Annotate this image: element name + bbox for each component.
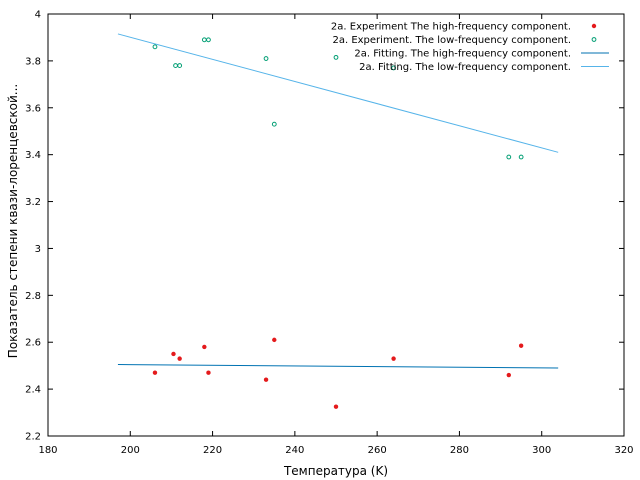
- x-tick-label: 180: [38, 445, 57, 456]
- fit-line: [117, 363, 559, 369]
- data-point: [333, 404, 339, 409]
- y-tick-label: 3.8: [25, 56, 41, 67]
- y-tick-label: 3.2: [25, 197, 41, 208]
- legend-sample-marker: [591, 23, 597, 29]
- legend-label: 2a. Experiment. The low-frequency compon…: [332, 35, 571, 46]
- series-2: [152, 37, 524, 160]
- data-point: [201, 37, 207, 43]
- series-layer: [117, 33, 559, 409]
- data-point: [333, 54, 339, 60]
- legend-label: 2a. Fitting. The high-frequency componen…: [354, 49, 571, 60]
- x-tick-label: 300: [532, 445, 551, 456]
- data-point: [171, 351, 176, 357]
- y-tick-label: 3.4: [25, 150, 41, 161]
- series-4: [117, 33, 559, 153]
- y-tick-label: 4: [35, 10, 41, 21]
- y-tick-label: 3: [35, 244, 41, 255]
- x-tick-label: 200: [121, 445, 140, 456]
- y-tick-label: 2.4: [25, 385, 41, 396]
- y-tick-label: 3.6: [25, 103, 41, 114]
- x-tick-label: 220: [203, 445, 222, 456]
- y-tick-label: 2.2: [25, 432, 41, 443]
- data-point: [177, 356, 182, 361]
- x-tick-label: 280: [450, 445, 469, 456]
- x-tick-label: 240: [285, 445, 304, 456]
- data-point: [206, 37, 211, 43]
- data-point: [263, 56, 269, 61]
- data-point: [271, 121, 277, 127]
- fit-line: [117, 33, 559, 153]
- data-point: [177, 63, 183, 68]
- plot-frame: [47, 13, 625, 437]
- data-point: [518, 343, 524, 348]
- legend-label: 2a. Experiment The high-frequency compon…: [331, 22, 571, 33]
- data-point: [202, 344, 207, 350]
- data-point: [506, 154, 512, 160]
- data-point: [263, 377, 269, 382]
- x-axis-title: Температура (K): [283, 464, 388, 478]
- legend-sample-marker: [591, 37, 597, 42]
- series-3: [117, 363, 559, 369]
- data-point: [272, 337, 277, 343]
- data-point: [152, 370, 158, 375]
- series-1: [152, 337, 524, 409]
- x-tick-label: 260: [368, 445, 387, 456]
- data-point: [391, 65, 397, 71]
- legend: 2a. Experiment The high-frequency compon…: [331, 22, 609, 73]
- legend-label: 2a. Fitting. The low-frequency component…: [359, 62, 571, 73]
- y-tick-label: 2.8: [25, 291, 41, 302]
- y-tick-label: 2.6: [25, 338, 41, 349]
- x-tick-label: 320: [614, 445, 633, 456]
- data-point: [518, 154, 524, 160]
- y-axis-title: Показатель степени квази-лоренцевской...: [6, 84, 20, 358]
- data-point: [206, 370, 211, 375]
- tick-layer: 180 200 220 240 260 280 300 320 2.2 2.4 2.6 2.8 3 3.2…: [25, 10, 633, 457]
- data-point: [173, 63, 178, 68]
- data-point: [152, 44, 158, 50]
- data-point: [506, 372, 511, 378]
- data-point: [391, 356, 396, 361]
